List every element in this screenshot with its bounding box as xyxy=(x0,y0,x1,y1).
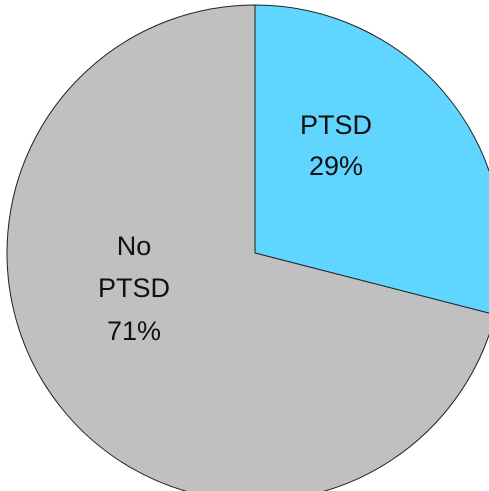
slice-label-ptsd-name: PTSD xyxy=(300,110,372,140)
labels-layer: PTSD 29% No PTSD 71% xyxy=(98,110,372,346)
slice-label-no-ptsd-name-line2: PTSD xyxy=(98,273,170,303)
slice-label-no-ptsd-name-line1: No xyxy=(117,231,152,261)
slice-label-no-ptsd-value: 71% xyxy=(107,316,161,346)
pie-slice-ptsd xyxy=(254,4,489,314)
slices-layer xyxy=(6,4,489,491)
slice-label-ptsd-value: 29% xyxy=(309,151,363,181)
pie-slice-no-ptsd xyxy=(6,4,489,491)
